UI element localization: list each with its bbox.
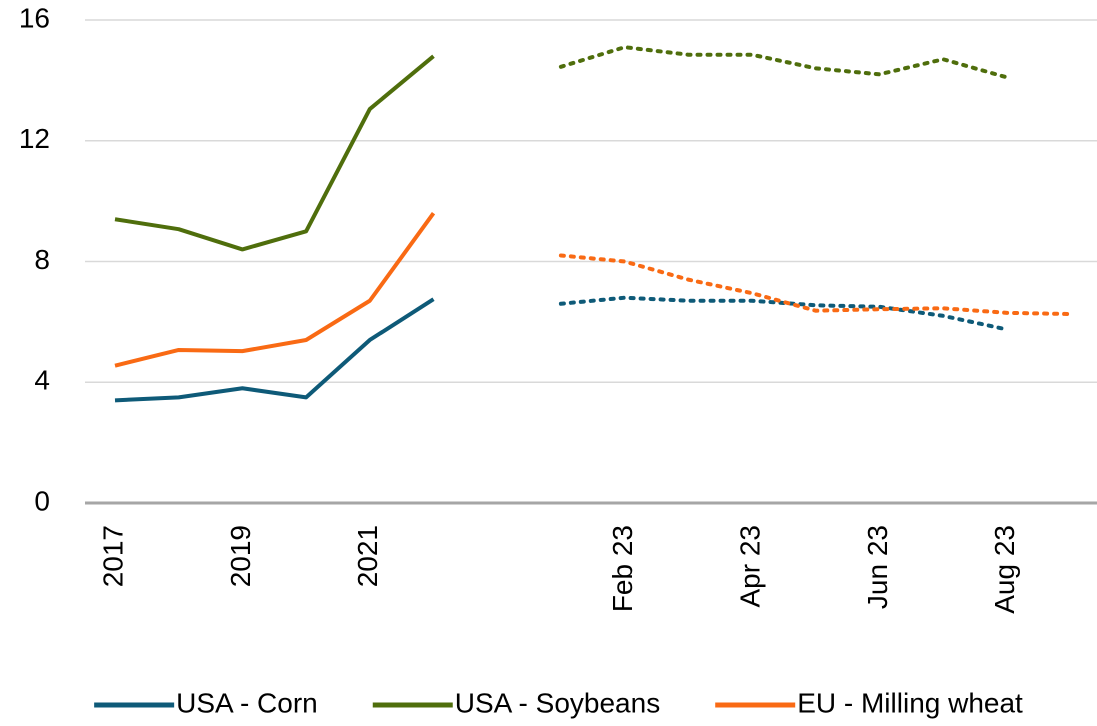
y-tick-label: 12 — [19, 123, 50, 154]
x-tick-label: 2021 — [352, 525, 383, 587]
legend-label: USA - Corn — [176, 687, 318, 718]
x-tick-label: 2019 — [225, 525, 256, 587]
series-line — [114, 297, 435, 403]
series-line — [114, 54, 435, 252]
x-tick-label: Jun 23 — [862, 525, 893, 609]
y-tick-label: 16 — [19, 2, 50, 33]
series-line — [114, 212, 436, 368]
y-tick-label: 4 — [34, 365, 50, 396]
legend-label: USA - Soybeans — [455, 687, 660, 718]
y-tick-label: 8 — [34, 244, 50, 275]
x-tick-label: Feb 23 — [607, 525, 638, 612]
series-line — [558, 253, 1073, 317]
series-line — [558, 45, 1009, 80]
legend-label: EU - Milling wheat — [797, 687, 1023, 718]
x-tick-label: Apr 23 — [734, 525, 765, 608]
x-tick-label: Aug 23 — [989, 525, 1020, 614]
y-tick-label: 0 — [34, 485, 50, 516]
x-tick-label: 2017 — [97, 525, 128, 587]
